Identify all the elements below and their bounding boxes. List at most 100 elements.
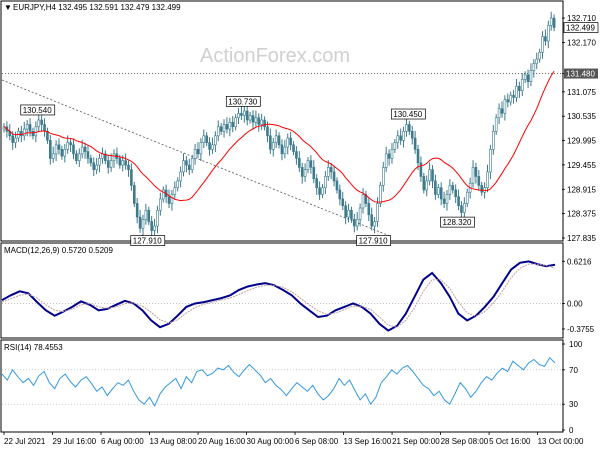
candle-body <box>300 167 304 177</box>
candle-body <box>465 191 469 204</box>
price-tick-label: 131.075 <box>567 88 596 97</box>
candle-body <box>266 126 269 137</box>
price-annotation: 127.910 <box>130 235 166 246</box>
candle-body <box>127 164 130 170</box>
rsi-header: RSI(14) 78.4553 <box>4 343 63 352</box>
candle-body <box>335 180 339 191</box>
candle-body <box>332 171 336 182</box>
time-tick-label: 21 Sep 00:00 <box>392 437 440 446</box>
time-tick-label: 13 Oct 00:00 <box>538 437 584 446</box>
price-annotation-label: 127.910 <box>133 237 162 246</box>
price-annotation: 130.730 <box>225 96 261 107</box>
candle-body <box>549 17 553 26</box>
candle-body <box>463 203 466 213</box>
price-annotation: 128.320 <box>440 216 475 228</box>
candle-body <box>460 205 463 213</box>
candle-body <box>448 185 452 195</box>
candle-body <box>419 162 423 177</box>
candle-body <box>338 189 342 200</box>
candle-body <box>28 124 32 132</box>
candle-body <box>135 203 139 218</box>
candle-body <box>523 74 527 80</box>
candle-body <box>405 124 408 132</box>
rsi-panel-frame <box>0 339 564 433</box>
candle-body <box>552 17 556 28</box>
candle-body <box>150 221 153 231</box>
candle-body <box>515 85 518 98</box>
candle-body <box>286 137 290 148</box>
candle-body <box>500 108 504 114</box>
candle-body <box>538 52 541 60</box>
candle-body <box>75 153 78 161</box>
candle-body <box>77 153 81 161</box>
candle-body <box>436 187 440 195</box>
candle-body <box>526 74 530 82</box>
candle-body <box>63 149 67 157</box>
dropdown-arrow-icon[interactable]: ▼ <box>4 3 12 12</box>
rsi-tick-label: 0 <box>569 426 574 435</box>
candle-body <box>257 117 261 125</box>
price-annotation: 130.540 <box>20 104 56 116</box>
candle-body <box>251 115 255 123</box>
candle-body <box>104 153 107 161</box>
candle-body <box>373 221 376 227</box>
candle-body <box>471 167 475 184</box>
candle-body <box>159 198 162 211</box>
candle-body <box>399 135 402 141</box>
candle-body <box>381 167 385 186</box>
candle-body <box>216 126 220 137</box>
candle-body <box>193 149 197 159</box>
candle-body <box>520 79 524 91</box>
macd-line <box>1 260 556 332</box>
candle-body <box>341 198 345 207</box>
macd-tick-label: 0.6216 <box>567 257 592 266</box>
candle-body <box>196 149 200 155</box>
candle-body <box>46 131 49 141</box>
time-tick-label: 5 Oct 16:00 <box>489 437 531 446</box>
candle-body <box>384 153 388 168</box>
candle-body <box>309 160 313 168</box>
candle-body <box>14 137 17 143</box>
candle-body <box>190 158 194 170</box>
candle-body <box>161 189 165 200</box>
axes: 132.710 132.170 131.480 131.075 130.535 129.9… <box>3 14 599 446</box>
candle-body <box>518 85 521 91</box>
macd-header: MACD(12,26,9) 0.5720 0.5209 <box>4 246 114 255</box>
candle-body <box>22 128 26 137</box>
candle-body <box>49 140 52 159</box>
symbol-header: EURJPY,H4 132.495 132.591 132.479 132.49… <box>13 3 181 12</box>
time-tick-label: 30 Aug 00:00 <box>247 437 295 446</box>
candle-body <box>408 124 411 132</box>
candle-body <box>237 112 240 119</box>
candle-body <box>477 176 481 186</box>
candle-body <box>535 58 539 64</box>
candle-body <box>89 158 93 164</box>
candle-body <box>25 124 29 130</box>
candle-body <box>295 151 298 159</box>
candle-body <box>431 169 434 182</box>
candle-body <box>494 117 498 132</box>
price-tick-label: 132.170 <box>567 38 596 47</box>
price-annotation-label: 130.450 <box>393 110 422 119</box>
candle-body <box>350 209 353 220</box>
candle-body <box>422 176 426 191</box>
candle-body <box>202 135 206 143</box>
rsi-series <box>1 357 561 407</box>
candle-body <box>219 126 223 132</box>
rsi-tick-label: 30 <box>569 400 578 409</box>
candle-body <box>109 160 113 168</box>
candle-body <box>54 144 58 155</box>
candle-body <box>387 153 391 159</box>
candle-body <box>225 124 229 130</box>
candle-body <box>234 117 237 128</box>
candle-body <box>324 176 327 188</box>
candle-body <box>248 115 252 121</box>
candle-body <box>283 146 287 155</box>
candle-body <box>40 119 43 125</box>
macd-tick-label: 0.00 <box>567 299 583 308</box>
candle-body <box>434 180 437 195</box>
candle-body <box>69 142 72 146</box>
support-price-label: 131.480 <box>566 70 595 79</box>
candle-body <box>509 94 512 103</box>
